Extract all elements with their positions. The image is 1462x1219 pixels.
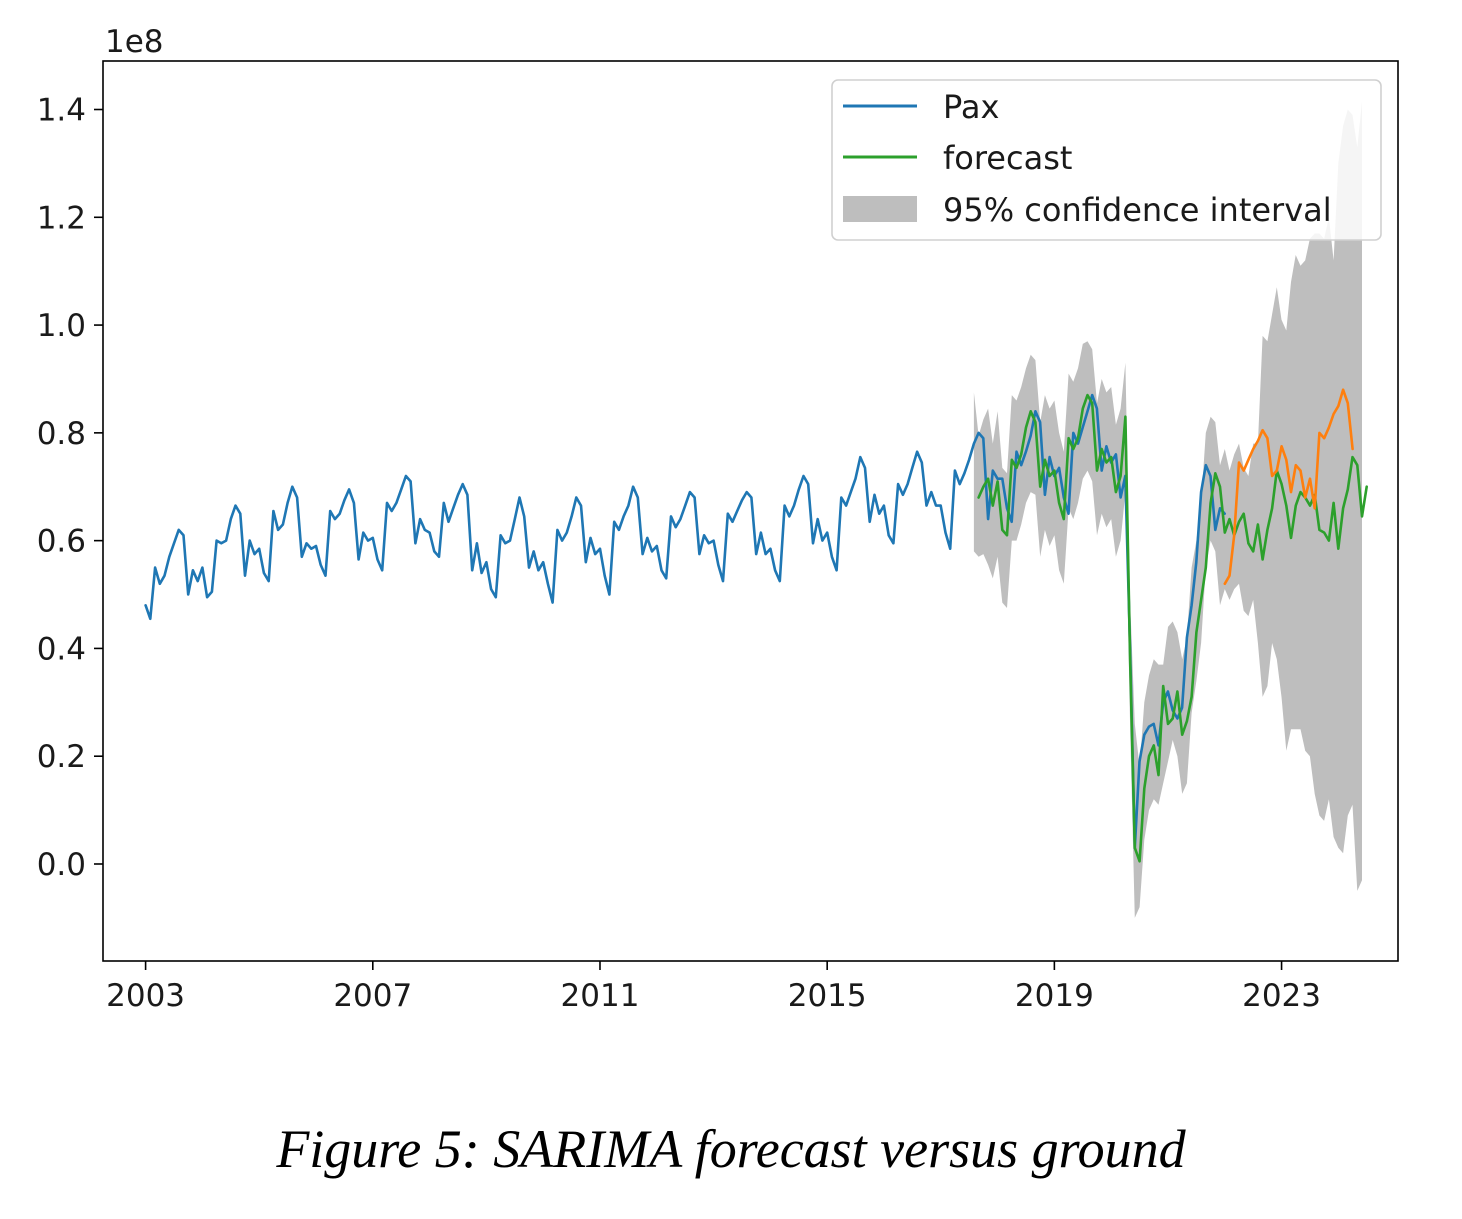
x-tick-label: 2007 [333,978,412,1014]
figure-caption: Figure 5: SARIMA forecast versus ground [276,1119,1186,1179]
series-lines [144,388,1368,863]
x-tick-label: 2015 [788,978,867,1014]
ci-band [973,101,1362,918]
y-tick-label: 0.0 [37,847,86,883]
y-tick-label: 0.4 [37,631,86,667]
y-axis-offset-label: 1e8 [105,24,164,60]
confidence-interval-band [973,101,1362,918]
x-tick-label: 2003 [106,978,185,1014]
y-tick-label: 1.4 [37,93,86,129]
x-tick-label: 2019 [1015,978,1094,1014]
future-line [1223,388,1354,586]
pax-line [144,393,1226,850]
sarima-forecast-chart: 2003 2007 2011 2015 2019 2023 0.0 0.2 0.4 0.6 0.8… [37,24,1399,1014]
x-tick-label: 2011 [561,978,640,1014]
x-tick-label: 2023 [1242,978,1321,1014]
legend-pax-label: Pax [943,88,999,126]
y-tick-label: 0.8 [37,416,86,452]
forecast-line [977,393,1368,863]
y-tick-label: 1.0 [37,308,86,344]
y-tick-label: 0.6 [37,524,86,560]
legend-frame [831,79,1382,241]
plot-frame [102,60,1399,962]
legend: Pax forecast 95% confidence interval [831,79,1382,241]
y-tick-label: 1.2 [37,200,86,236]
legend-forecast-label: forecast [943,139,1072,177]
y-axis: 0.0 0.2 0.4 0.6 0.8 1.0 1.2 1.4 [37,93,103,883]
y-tick-label: 0.2 [37,739,86,775]
legend-ci-label: 95% confidence interval [943,191,1332,229]
x-axis: 2003 2007 2011 2015 2019 2023 [106,961,1321,1014]
legend-ci-swatch [843,196,917,222]
